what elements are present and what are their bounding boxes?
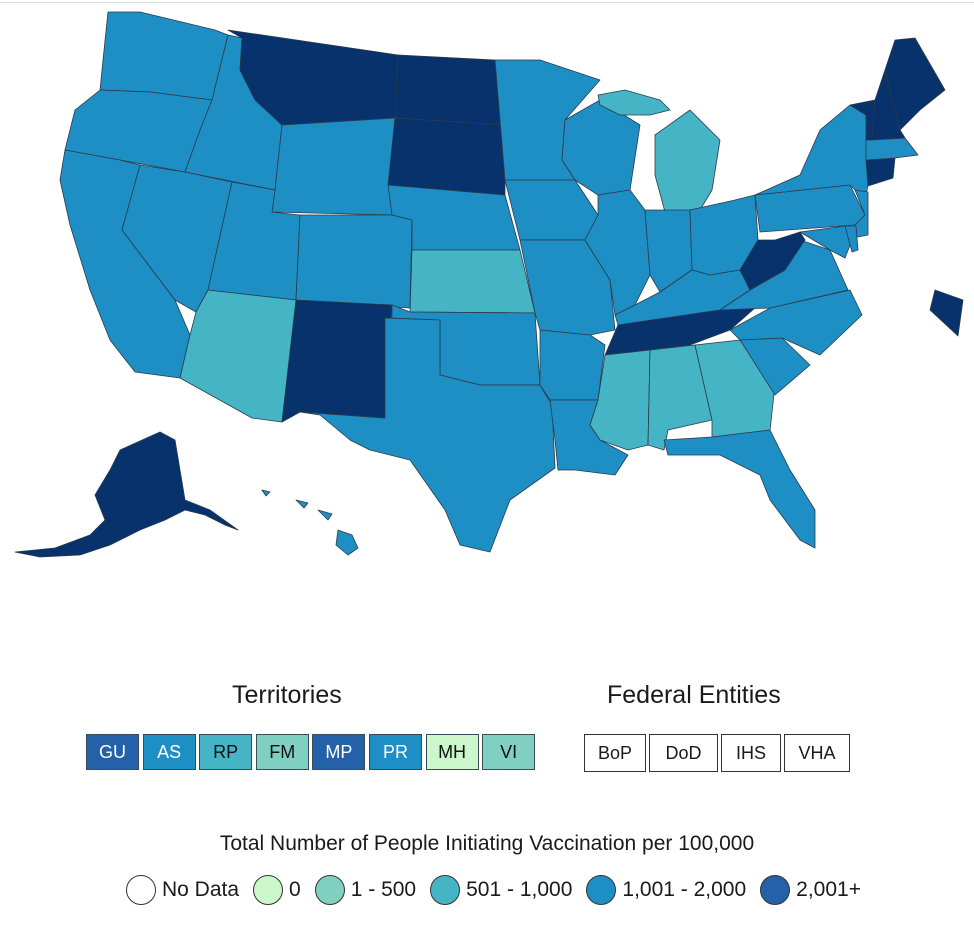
state-nh[interactable] (871, 69, 906, 141)
state-sd[interactable] (387, 117, 506, 196)
top-divider (0, 2, 974, 3)
state-wy[interactable] (271, 117, 396, 216)
federal-button-bop[interactable]: BoP (584, 734, 646, 772)
state-ar[interactable] (539, 329, 606, 401)
state-mi[interactable] (597, 89, 721, 213)
federal-entity-buttons: BoP DoD IHS VHA (584, 734, 853, 772)
territory-button-mp[interactable]: MP (312, 734, 366, 770)
state-ct[interactable] (865, 157, 896, 187)
legend-item: 501 - 1,000 (430, 875, 572, 905)
territory-button-mh[interactable]: MH (425, 734, 479, 770)
state-co[interactable] (295, 214, 413, 309)
state-ny[interactable] (754, 104, 869, 201)
territory-button-vi[interactable]: VI (482, 734, 536, 770)
legend: No Data 0 1 - 500 501 - 1,000 1,001 - 2,000 2… (126, 875, 875, 905)
territory-button-fm[interactable]: FM (255, 734, 309, 770)
state-wv[interactable] (739, 231, 806, 291)
legend-label: 1 - 500 (350, 878, 417, 901)
state-az[interactable] (179, 289, 297, 423)
state-hi[interactable] (261, 489, 359, 556)
legend-swatch (253, 875, 284, 905)
legend-item: 1 - 500 (314, 875, 417, 905)
state-ak[interactable] (14, 431, 239, 558)
legend-swatch (126, 875, 156, 905)
legend-label: 501 - 1,000 (466, 878, 573, 901)
legend-swatch (430, 875, 461, 905)
state-md[interactable] (799, 225, 853, 259)
legend-label: No Data (162, 878, 240, 901)
state-ks[interactable] (409, 249, 536, 314)
legend-swatch (314, 875, 345, 905)
legend-swatch (586, 875, 617, 905)
federal-entities-title: Federal Entities (607, 681, 781, 709)
legend-swatch (760, 875, 791, 905)
legend-item: 2,001+ (760, 875, 861, 905)
territory-button-gu[interactable]: GU (86, 734, 139, 770)
territories-title: Territories (232, 681, 342, 709)
federal-button-ihs[interactable]: IHS (721, 734, 781, 772)
state-me[interactable] (884, 37, 946, 131)
federal-button-dod[interactable]: DoD (649, 734, 718, 772)
territory-button-as[interactable]: AS (142, 734, 196, 770)
state-tx[interactable] (299, 317, 556, 553)
legend-label: 1,001 - 2,000 (622, 878, 747, 901)
state-wa[interactable] (99, 11, 229, 101)
legend-label: 2,001+ (796, 878, 861, 901)
legend-item: 0 (253, 875, 301, 905)
state-ia[interactable] (504, 179, 599, 241)
state-de[interactable] (844, 225, 859, 253)
state-vt[interactable] (849, 99, 876, 141)
legend-item: 1,001 - 2,000 (586, 875, 746, 905)
legend-label: 0 (289, 878, 301, 901)
us-choropleth-map (14, 11, 964, 558)
legend-title: Total Number of People Initiating Vaccin… (219, 832, 755, 855)
legend-item: No Data (126, 875, 239, 905)
territory-button-pr[interactable]: PR (368, 734, 422, 770)
state-nd[interactable] (394, 54, 506, 126)
territory-buttons: GU AS RP FM MP PR MH VI (86, 734, 539, 770)
federal-button-vha[interactable]: VHA (784, 734, 850, 772)
state-ma[interactable] (865, 137, 919, 161)
state-nm[interactable] (281, 299, 393, 423)
state-island-fragment (929, 289, 964, 337)
territory-button-rp[interactable]: RP (199, 734, 253, 770)
state-fl[interactable] (663, 429, 816, 549)
